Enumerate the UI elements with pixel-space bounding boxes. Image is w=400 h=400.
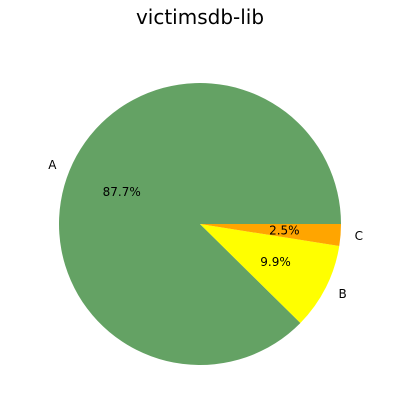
pie-slice-c (200, 224, 341, 247)
pie-slice-a (58, 82, 342, 365)
slice-label-b: B (338, 287, 346, 301)
pie-slice-b (200, 224, 340, 323)
slice-label-c: C (355, 229, 363, 243)
slice-percent-b: 9.9% (260, 255, 291, 269)
slice-percent-c: 2.5% (269, 224, 300, 238)
pie-slices (58, 82, 342, 365)
slice-percent-a: 87.7% (103, 185, 141, 199)
pie-labels: A 87.7% B 9.9% C 2.5% (48, 158, 363, 301)
chart-title: victimsdb-lib (136, 5, 264, 29)
slice-label-a: A (48, 158, 57, 172)
